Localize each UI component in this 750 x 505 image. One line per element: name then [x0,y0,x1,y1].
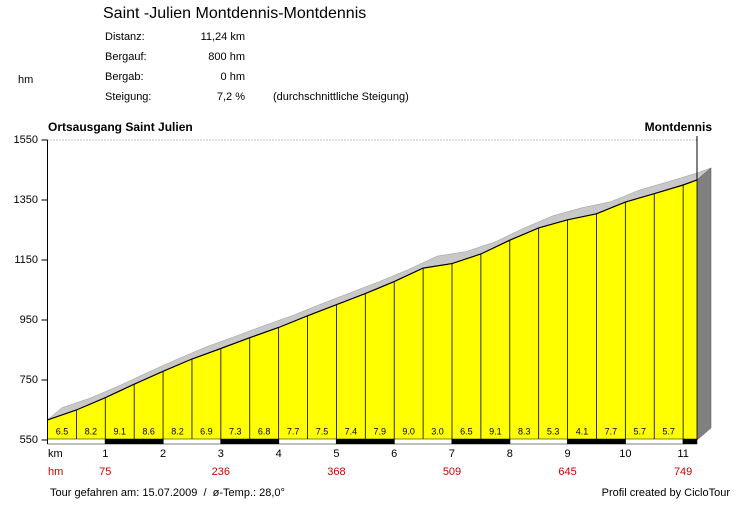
profile-area [47,179,697,440]
grade-label: 8.6 [142,426,155,436]
hm-label: 236 [212,466,230,478]
info-label: Distanz: [105,31,145,43]
y-axis-label: hm [18,74,33,86]
hm-row-label: hm [48,466,63,478]
km-bar-segment [683,439,697,444]
info-note: (durchschnittliche Steigung) [273,91,409,103]
grade-label: 4.1 [576,426,589,436]
grade-label: 7.5 [316,426,329,436]
grade-label: 7.4 [345,426,358,436]
hm-label: 368 [327,466,345,478]
x-tick-label: 5 [333,448,339,460]
grade-label: 3.0 [431,426,444,436]
y-tick-label: 550 [20,434,38,446]
km-bar-segment [220,439,279,444]
hm-label: 75 [99,466,111,478]
grade-label: 7.9 [374,426,387,436]
grade-label: 8.2 [171,426,184,436]
side-face [696,167,712,441]
grade-label: 9.1 [489,426,502,436]
y-tick-label: 1550 [14,134,38,146]
x-tick-label: 7 [449,448,455,460]
x-tick-label: 11 [677,448,688,460]
grade-label: 7.3 [229,426,242,436]
grade-label: 6.8 [258,426,271,436]
km-bar-segment [105,439,164,444]
info-value: 11,24 km [201,31,245,43]
grade-label: 6.5 [56,426,69,436]
x-tick-label: 3 [218,448,224,460]
end-label: Montdennis [645,120,713,134]
grade-label: 5.7 [634,426,647,436]
grade-label: 8.2 [85,426,98,436]
y-tick-label: 1350 [14,194,38,206]
x-axis-label: km [48,448,63,460]
chart-title: Saint -Julien Montdennis-Montdennis [103,5,366,22]
info-value: 800 hm [208,51,245,63]
grade-label: 7.7 [605,426,618,436]
x-tick-label: 8 [507,448,513,460]
grade-label: 6.5 [460,426,473,436]
grade-label: 5.3 [547,426,560,436]
km-bar-segment [336,439,395,444]
hm-label: 509 [443,466,461,478]
x-tick-label: 4 [276,448,282,460]
x-tick-label: 10 [619,448,631,460]
y-tick-label: 950 [20,314,38,326]
x-tick-label: 9 [564,448,570,460]
grade-label: 8.3 [518,426,531,436]
y-tick-label: 1150 [14,254,38,266]
km-bar-segment [567,439,626,444]
x-tick-label: 1 [102,448,108,460]
footer-right: Profil created by CicloTour [602,487,731,499]
x-tick-label: 6 [391,448,397,460]
y-tick-label: 750 [20,374,38,386]
grade-label: 6.9 [200,426,213,436]
info-label: Steigung: [105,91,151,103]
grade-label: 9.0 [402,426,415,436]
grade-label: 5.7 [662,426,675,436]
info-label: Bergab: [105,71,144,83]
km-bar-segment [451,439,510,444]
start-label: Ortsausgang Saint Julien [48,120,193,134]
grade-label: 9.1 [113,426,126,436]
grade-label: 7.7 [287,426,300,436]
hm-label: 749 [674,466,692,478]
info-value: 0 hm [221,71,245,83]
info-label: Bergauf: [105,51,147,63]
profile-outline [47,179,698,421]
info-value: 7,2 % [217,91,245,103]
hm-label: 645 [558,466,576,478]
footer-left: Tour gefahren am: 15.07.2009 / ø-Temp.: … [50,487,285,499]
x-tick-label: 2 [160,448,166,460]
